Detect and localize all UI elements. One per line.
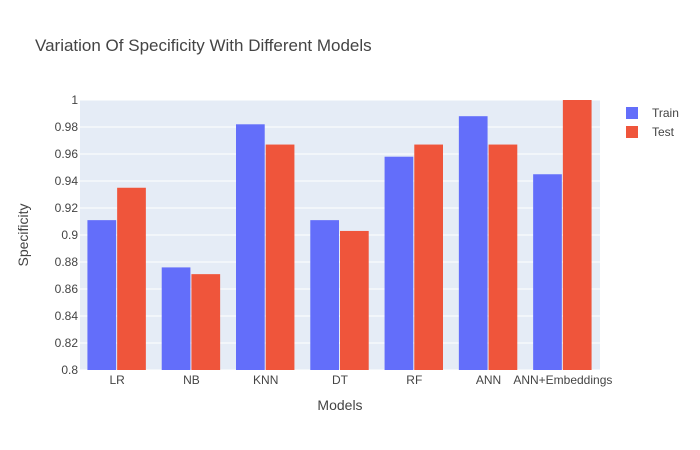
bar-test-lr [117, 188, 146, 370]
bar-train-nb [162, 267, 191, 370]
x-axis-ticks: LR NB KNN DT RF ANN ANN+Embeddings [109, 373, 612, 387]
bar-test-nb [191, 274, 220, 370]
x-tick-label: RF [406, 373, 422, 387]
legend-label-test: Test [652, 125, 675, 139]
bar-test-dt [340, 231, 369, 370]
bar-train-lr [87, 220, 116, 370]
bar-train-ann-embeddings [533, 174, 562, 370]
legend-label-train: Train [652, 106, 679, 120]
y-axis-ticks: 0.8 0.82 0.84 0.86 0.88 0.9 0.92 0.94 0.96 0.98 1 [55, 93, 79, 377]
bar-test-ann [489, 145, 518, 370]
bar-test-ann-embeddings [563, 100, 592, 370]
x-tick-label: DT [332, 373, 349, 387]
y-tick-label: 0.82 [55, 336, 79, 350]
bar-train-ann [459, 116, 488, 370]
y-tick-label: 0.88 [55, 255, 79, 269]
x-tick-label: LR [109, 373, 125, 387]
bar-test-rf [414, 145, 443, 370]
y-tick-label: 0.9 [61, 228, 78, 242]
x-tick-label: ANN+Embeddings [513, 373, 612, 387]
y-tick-label: 0.98 [55, 120, 79, 134]
y-tick-label: 0.96 [55, 147, 79, 161]
y-tick-label: 0.8 [61, 363, 78, 377]
y-axis-title: Specificity [15, 203, 31, 266]
legend-swatch-test [626, 126, 638, 138]
x-tick-label: NB [183, 373, 200, 387]
x-axis-title: Models [317, 397, 362, 413]
y-tick-label: 0.94 [55, 174, 79, 188]
chart-title: Variation Of Specificity With Different … [35, 36, 372, 55]
y-tick-label: 0.92 [55, 201, 79, 215]
y-tick-label: 0.84 [55, 309, 79, 323]
y-tick-label: 0.86 [55, 282, 79, 296]
bar-train-knn [236, 124, 265, 370]
x-tick-label: ANN [476, 373, 501, 387]
y-tick-label: 1 [71, 93, 78, 107]
bar-train-rf [385, 157, 414, 370]
x-tick-label: KNN [253, 373, 278, 387]
bar-train-dt [310, 220, 339, 370]
legend-swatch-train [626, 107, 638, 119]
legend: Train Test [626, 106, 679, 139]
bar-test-knn [266, 145, 295, 370]
